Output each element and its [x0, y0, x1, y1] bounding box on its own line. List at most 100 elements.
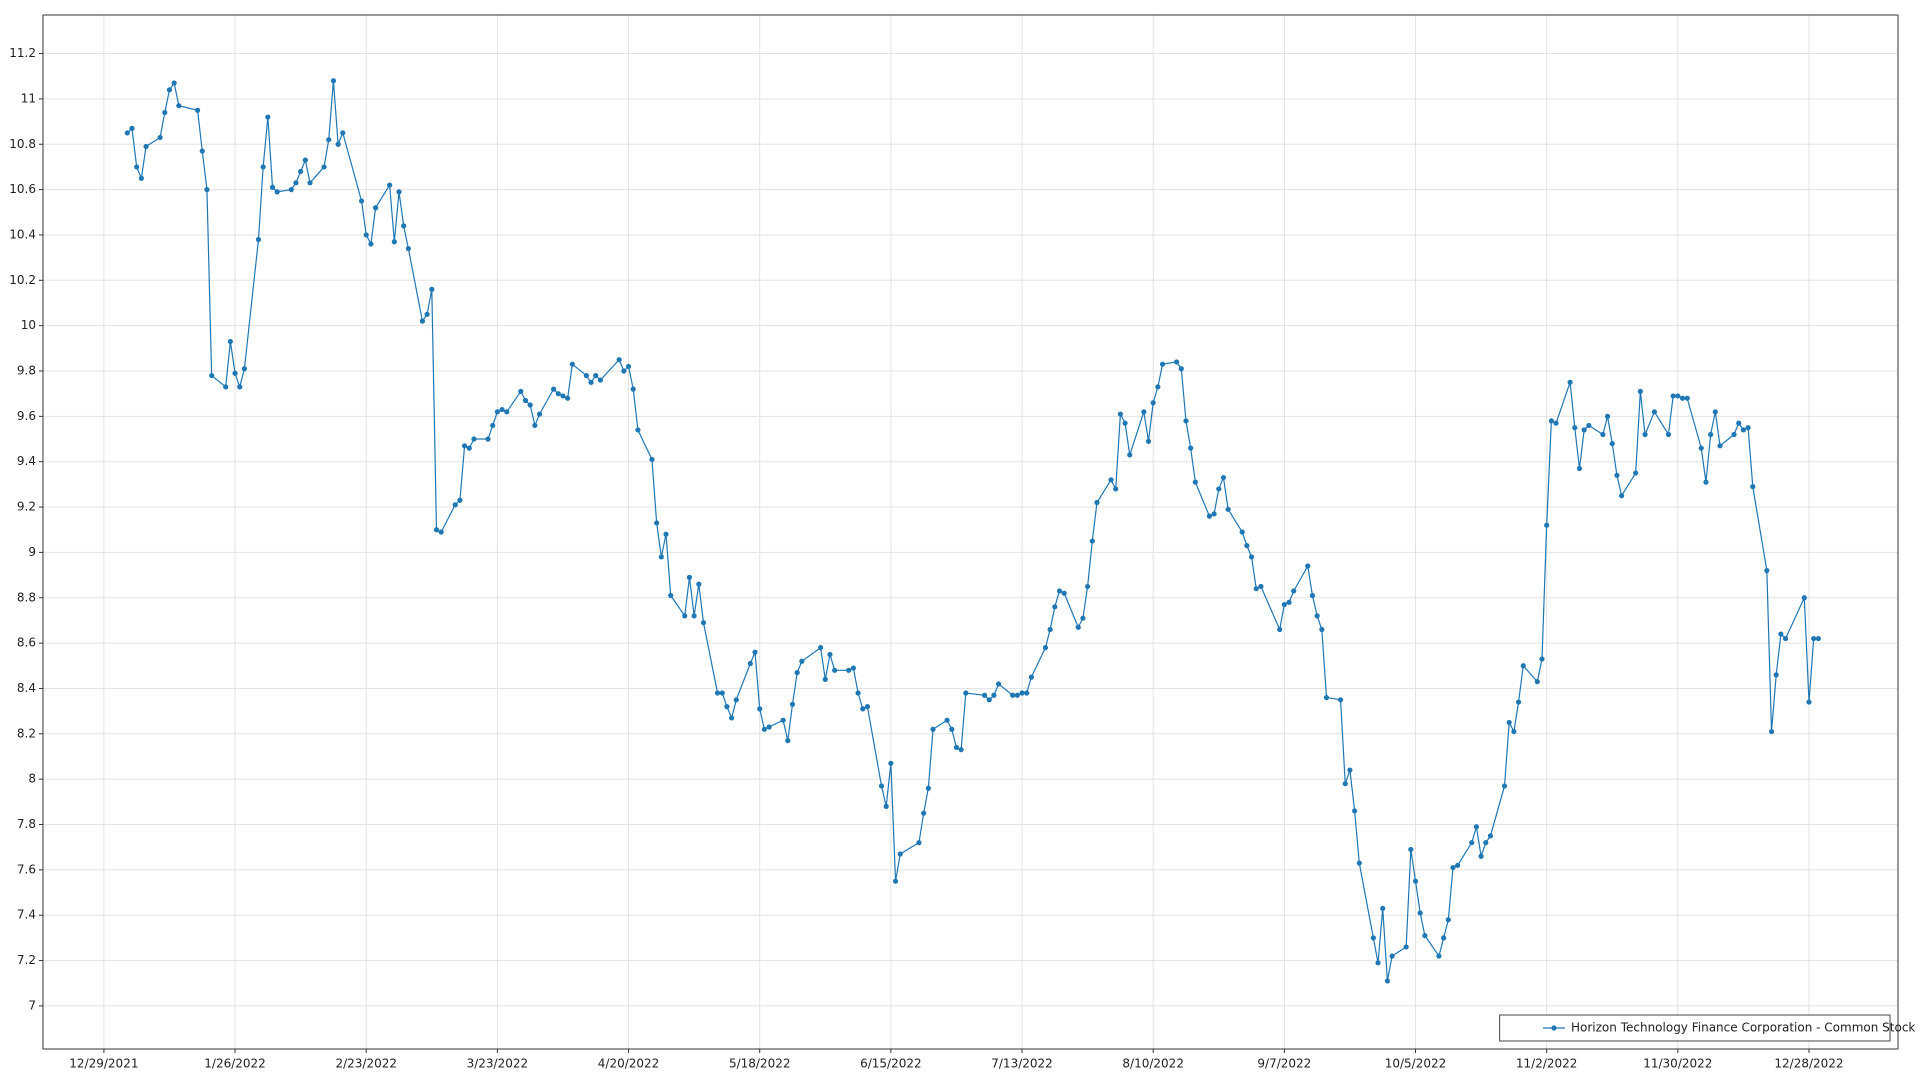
data-point — [878, 783, 885, 789]
x-tick-label: 11/2/2022 — [1516, 1057, 1578, 1071]
data-point — [916, 840, 922, 846]
data-point — [986, 697, 992, 703]
data-point — [892, 878, 899, 884]
x-tick-label: 8/10/2022 — [1122, 1057, 1184, 1071]
data-point — [1501, 783, 1508, 789]
data-point — [466, 445, 472, 451]
data-point — [1042, 645, 1049, 651]
x-tick-label: 1/26/2022 — [204, 1057, 266, 1071]
data-point — [1258, 583, 1264, 590]
data-point — [991, 692, 997, 698]
data-point — [583, 372, 589, 379]
y-tick-label: 9.4 — [17, 454, 36, 468]
data-point — [162, 109, 168, 116]
data-point — [1014, 692, 1020, 698]
data-point — [1117, 411, 1123, 417]
data-point — [1670, 393, 1676, 399]
data-point — [691, 613, 697, 619]
y-tick-label: 11 — [21, 91, 36, 105]
data-point — [1244, 543, 1250, 549]
data-point — [953, 744, 960, 751]
data-point — [1731, 431, 1737, 438]
y-tick-label: 10 — [21, 318, 36, 332]
data-point — [401, 223, 407, 229]
data-point — [1553, 420, 1559, 426]
data-point — [944, 717, 950, 723]
data-point — [1159, 361, 1166, 367]
data-point — [883, 803, 889, 809]
data-point — [302, 157, 308, 163]
data-point — [1619, 493, 1625, 499]
data-point — [274, 189, 280, 195]
data-point — [527, 402, 533, 408]
y-tick-label: 9.8 — [17, 364, 36, 378]
data-point — [654, 520, 660, 526]
data-point — [888, 760, 894, 766]
legend-label: Horizon Technology Finance Corporation -… — [1571, 1021, 1915, 1035]
data-point — [1192, 479, 1198, 485]
data-point — [686, 574, 693, 580]
data-point — [199, 148, 205, 154]
data-point — [227, 338, 233, 345]
data-point — [1323, 694, 1330, 701]
data-point — [780, 717, 786, 723]
data-point — [963, 690, 969, 696]
data-point — [1342, 781, 1348, 787]
data-point — [846, 667, 852, 673]
data-point — [372, 205, 379, 211]
data-point — [485, 436, 491, 442]
data-point — [555, 391, 561, 397]
data-point — [958, 747, 964, 753]
data-point — [1450, 864, 1456, 871]
data-point — [1108, 477, 1114, 483]
data-point — [1576, 465, 1583, 472]
data-point — [1684, 395, 1690, 401]
data-point — [630, 386, 636, 392]
x-tick-label: 10/5/2022 — [1385, 1057, 1447, 1071]
data-point — [124, 130, 130, 136]
data-point — [1094, 499, 1100, 506]
data-point — [1675, 393, 1681, 399]
data-point — [1455, 862, 1461, 868]
data-point — [827, 651, 833, 658]
data-point — [209, 372, 215, 379]
data-point — [522, 397, 529, 404]
data-point — [1642, 431, 1648, 438]
data-point — [1127, 452, 1133, 458]
data-point — [490, 422, 496, 429]
data-point — [1010, 692, 1016, 698]
x-tick-label: 11/30/2022 — [1643, 1057, 1712, 1071]
data-point — [1698, 445, 1704, 451]
data-point — [1782, 635, 1789, 642]
data-point — [1188, 445, 1194, 451]
data-point — [832, 667, 838, 673]
data-point — [1581, 427, 1587, 433]
data-point — [1145, 438, 1152, 444]
data-point — [658, 554, 664, 560]
data-point — [1277, 626, 1283, 633]
data-point — [752, 649, 758, 655]
data-point — [1679, 395, 1686, 401]
data-point — [1286, 599, 1292, 605]
data-point — [321, 164, 327, 170]
data-point — [1052, 604, 1058, 610]
data-point — [550, 386, 557, 392]
data-point — [335, 141, 341, 147]
data-point — [358, 198, 365, 204]
data-point — [1614, 472, 1620, 478]
data-point — [1305, 563, 1311, 569]
data-point — [1178, 366, 1184, 372]
data-point — [1239, 529, 1245, 535]
data-point — [1085, 583, 1091, 590]
data-point — [696, 581, 702, 587]
x-tick-label: 2/23/2022 — [335, 1057, 397, 1071]
data-point — [1539, 656, 1545, 662]
y-tick-label: 11.2 — [9, 46, 36, 60]
data-point — [663, 531, 669, 537]
data-point — [1441, 935, 1447, 941]
data-point — [1380, 905, 1386, 912]
data-point — [682, 613, 688, 619]
data-point — [1389, 953, 1395, 959]
data-point — [789, 701, 796, 707]
